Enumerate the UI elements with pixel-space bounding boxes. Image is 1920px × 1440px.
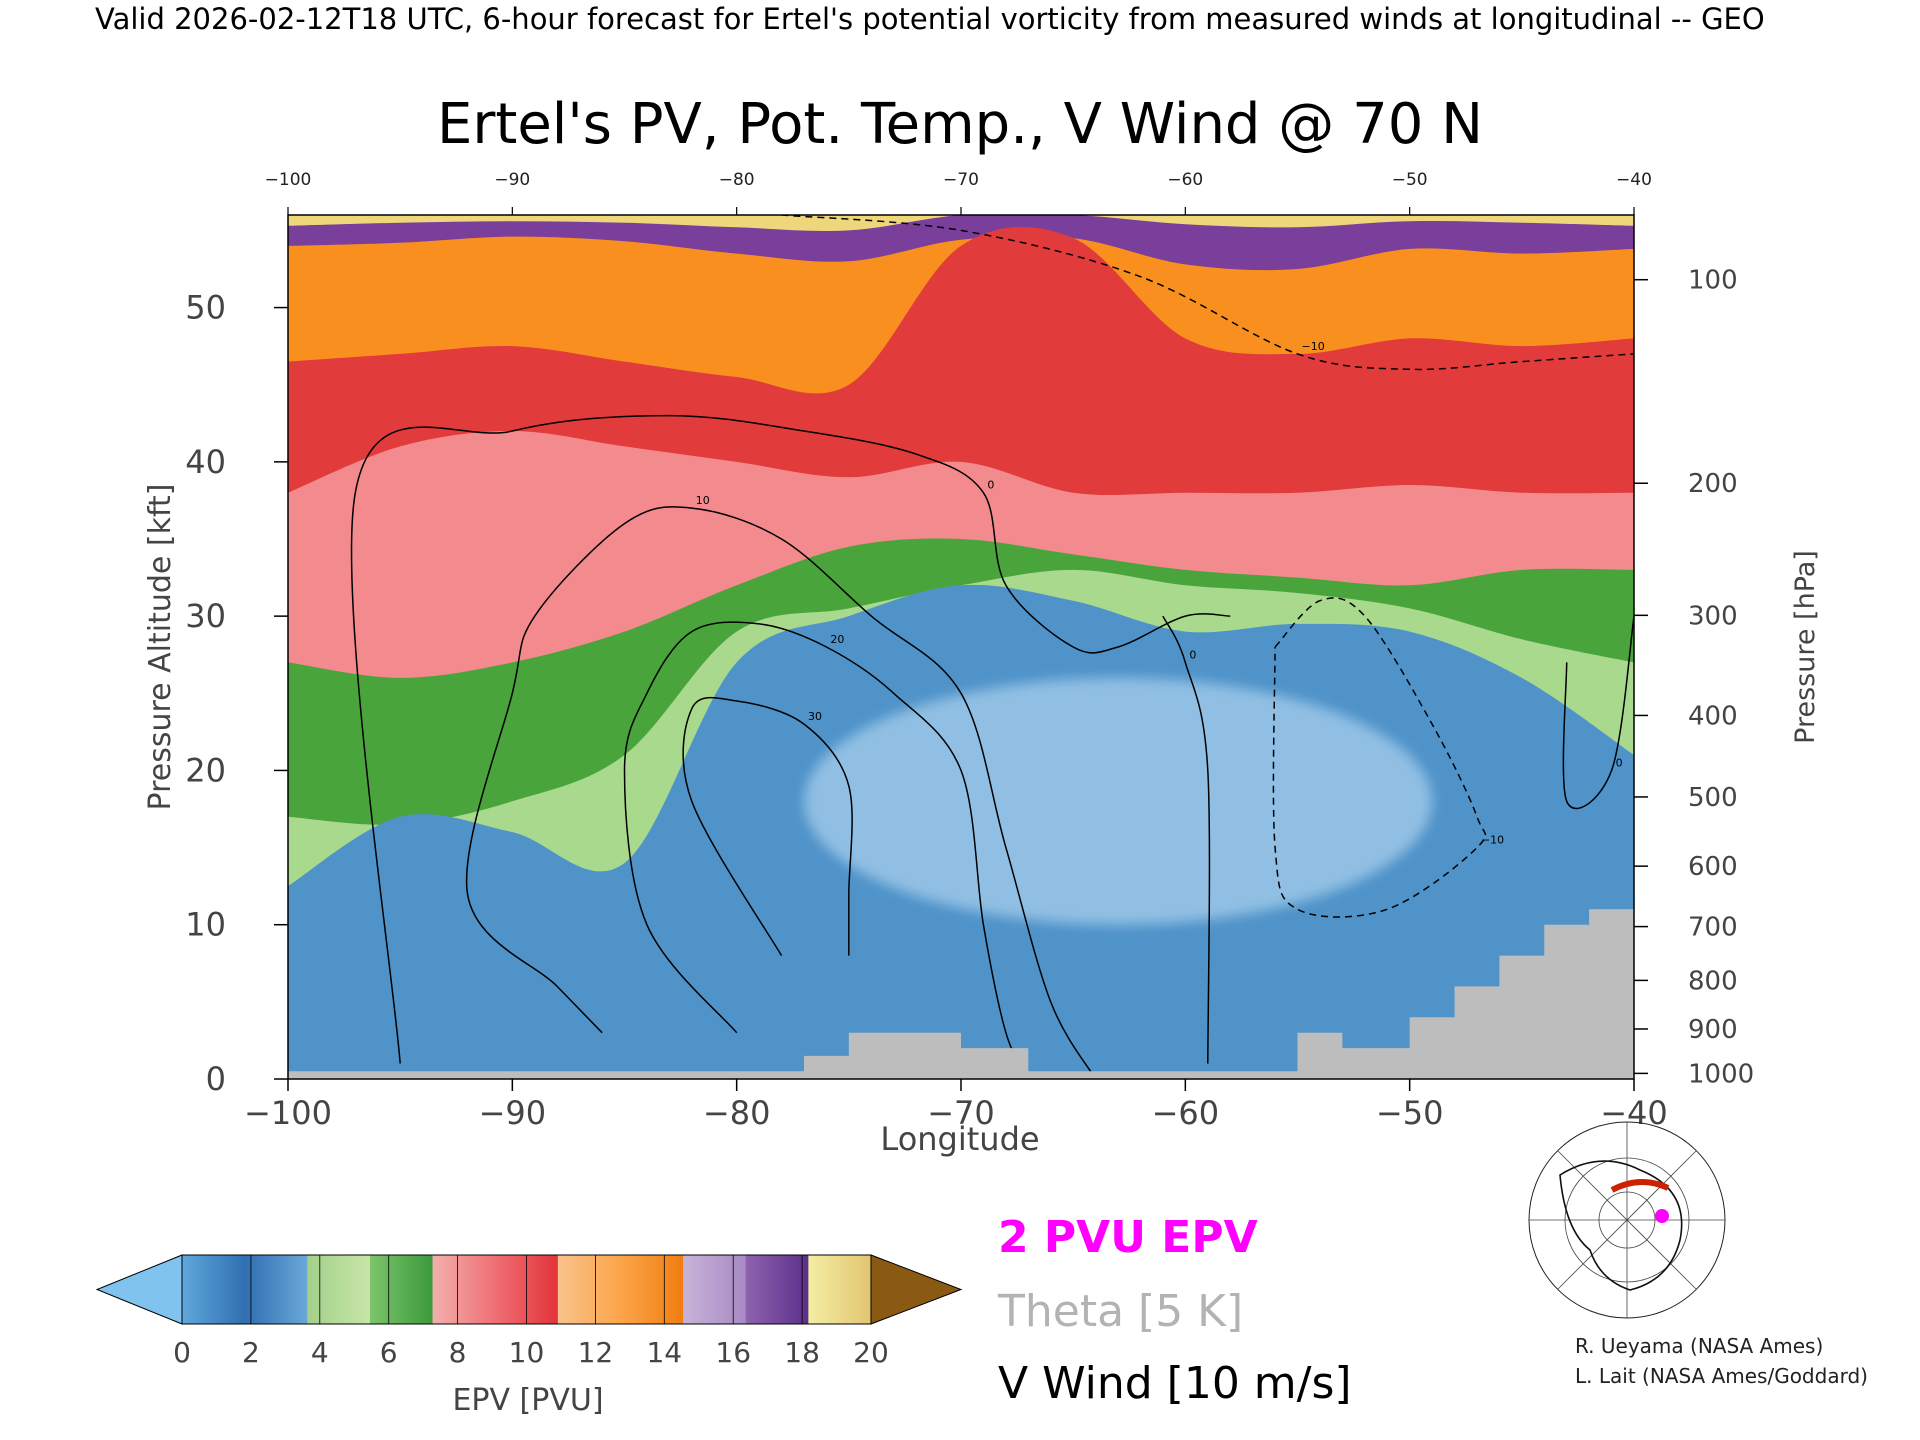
chart-title: Ertel's PV, Pot. Temp., V Wind @ 70 N [437, 92, 1483, 157]
pressure-tick-label: 500 [1688, 783, 1738, 813]
colorbar-tick-label: 16 [715, 1336, 751, 1369]
top-tick-label: −40 [1616, 170, 1652, 190]
colorbar-tick-label: 8 [449, 1336, 467, 1369]
vwind-contour-0 [350, 414, 1231, 1064]
vwind-contour-label: 10 [696, 494, 710, 507]
vwind-contour-1 [465, 506, 1097, 1079]
colorbar-tick-label: 20 [853, 1336, 889, 1369]
pressure-tick-label: 700 [1688, 913, 1738, 943]
vwind-contour-3 [682, 696, 853, 956]
colorbar-tick-label: 0 [173, 1336, 191, 1369]
pressure-tick-label: 400 [1688, 701, 1738, 731]
x-tick-label: −100 [244, 1094, 332, 1132]
vwind-contour-label: 0 [1189, 648, 1196, 661]
x-tick-label: −70 [927, 1094, 995, 1132]
colorbar-tick-label: 6 [380, 1336, 398, 1369]
colorbar-segment [369, 1255, 434, 1324]
vwind-contour-label: 0 [987, 479, 994, 492]
credit-line-2: L. Lait (NASA Ames/Goddard) [1575, 1364, 1868, 1388]
colorbar-high-extend [870, 1254, 963, 1325]
colorbar-low-extend [95, 1254, 183, 1325]
y-tick-label: 50 [185, 289, 226, 327]
x-tick-label: −90 [479, 1094, 547, 1132]
colorbar-segment [557, 1255, 621, 1324]
colorbar-tick-label: 18 [784, 1336, 820, 1369]
pressure-tick-label: 1000 [1688, 1059, 1754, 1089]
y-tick-label: 0 [206, 1060, 226, 1098]
top-tick-label: −100 [265, 170, 312, 190]
colorbar: 0 2 4 6 8 10 12 14 16 18 20 [95, 1254, 963, 1369]
colorbar-label: EPV [PVU] [452, 1383, 603, 1418]
vwind-contour-label: −10 [1481, 834, 1504, 847]
y-tick-label: 40 [185, 443, 226, 481]
colorbar-segment [620, 1255, 684, 1324]
colorbar-segment [683, 1255, 747, 1324]
pressure-tick-label: 300 [1688, 601, 1738, 631]
pressure-tick-label: 100 [1688, 266, 1738, 296]
vwind-contour-label: −10 [1302, 340, 1325, 353]
terrain-mask [288, 909, 1634, 1079]
colorbar-tick-label: 10 [509, 1336, 545, 1369]
colorbar-segment [432, 1255, 496, 1324]
header-text: Valid 2026-02-12T18 UTC, 6-hour forecast… [95, 2, 1765, 36]
epv-filled-layers [288, 215, 1634, 1079]
top-tick-label: −90 [494, 170, 530, 190]
y-axis-right-label: Pressure [hPa] [1790, 550, 1821, 744]
vwind-contour-2 [623, 621, 1029, 1079]
colorbar-segment [808, 1255, 872, 1324]
terrain-fill [288, 909, 1634, 1079]
vwind-contour-label: 20 [830, 633, 844, 646]
y-tick-label: 20 [185, 751, 226, 789]
top-tick-label: −50 [1392, 170, 1428, 190]
legend-block: 2 PVU EPV Theta [5 K] V Wind [10 m/s] [997, 1212, 1352, 1409]
colorbar-segment [182, 1255, 246, 1324]
top-tick-label: −80 [719, 170, 755, 190]
colorbar-segment [745, 1255, 809, 1324]
pressure-tick-label: 600 [1688, 852, 1738, 882]
locator-map-icon [1528, 1121, 1726, 1319]
colorbar-tick-label: 12 [578, 1336, 614, 1369]
top-tick-label: −70 [943, 170, 979, 190]
x-tick-label: −50 [1376, 1094, 1444, 1132]
legend-theta-label: Theta [5 K] [997, 1286, 1243, 1337]
colorbar-segment [244, 1255, 308, 1324]
pressure-tick-label: 800 [1688, 966, 1738, 996]
x-tick-label: −80 [703, 1094, 771, 1132]
y-tick-label: 30 [185, 597, 226, 635]
contour-lines: 0 10 20 30 0 0 −10 −10 [350, 215, 1634, 1079]
x-tick-label: −60 [1152, 1094, 1220, 1132]
axis-ticks: −100−100−90−90−80−80−70−70−60−60−50−50−4… [185, 170, 1754, 1132]
vwind-contour-5 [1562, 615, 1634, 810]
legend-epv-label: 2 PVU EPV [998, 1212, 1258, 1263]
vwind-contour-label: 0 [1616, 756, 1623, 769]
y-axis-label: Pressure Altitude [kft] [143, 484, 178, 811]
colorbar-tick-label: 4 [311, 1336, 329, 1369]
x-tick-label: −40 [1600, 1094, 1668, 1132]
colorbar-tick-label: 14 [646, 1336, 682, 1369]
y-tick-label: 10 [185, 906, 226, 944]
x-axis-label: Longitude [880, 1120, 1039, 1158]
colorbar-segment [307, 1255, 371, 1324]
legend-vwind-label: V Wind [10 m/s] [998, 1358, 1352, 1409]
vwind-contour-6 [1272, 597, 1487, 918]
vwind-contour-4 [1162, 615, 1211, 1064]
credit-line-1: R. Ueyama (NASA Ames) [1575, 1334, 1823, 1358]
pressure-tick-label: 900 [1688, 1015, 1738, 1045]
vwind-contour-label: 30 [808, 710, 822, 723]
pressure-tick-label: 200 [1688, 469, 1738, 499]
colorbar-tick-label: 2 [242, 1336, 260, 1369]
vwind-contour-7 [781, 215, 1634, 371]
top-tick-label: −60 [1167, 170, 1203, 190]
epv-inner-core [803, 677, 1433, 925]
